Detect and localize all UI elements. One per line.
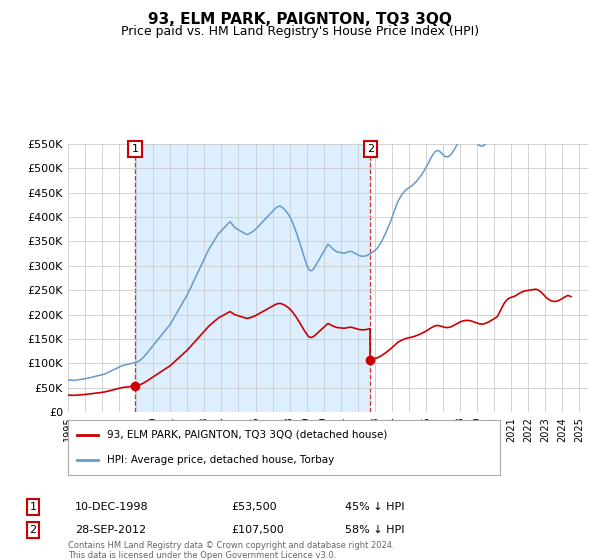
Text: 93, ELM PARK, PAIGNTON, TQ3 3QQ: 93, ELM PARK, PAIGNTON, TQ3 3QQ [148, 12, 452, 27]
Text: 93, ELM PARK, PAIGNTON, TQ3 3QQ (detached house): 93, ELM PARK, PAIGNTON, TQ3 3QQ (detache… [107, 430, 387, 440]
Text: This data is licensed under the Open Government Licence v3.0.: This data is licensed under the Open Gov… [68, 552, 337, 560]
Text: 1: 1 [131, 144, 139, 154]
Text: 58% ↓ HPI: 58% ↓ HPI [345, 525, 404, 535]
Bar [135, 144, 370, 412]
Text: £53,500: £53,500 [231, 502, 277, 512]
Text: HPI: Average price, detached house, Torbay: HPI: Average price, detached house, Torb… [107, 455, 334, 465]
Text: 28-SEP-2012: 28-SEP-2012 [75, 525, 146, 535]
Text: 2: 2 [29, 525, 37, 535]
Text: Price paid vs. HM Land Registry's House Price Index (HPI): Price paid vs. HM Land Registry's House … [121, 25, 479, 38]
Text: 45% ↓ HPI: 45% ↓ HPI [345, 502, 404, 512]
Text: Contains HM Land Registry data © Crown copyright and database right 2024.: Contains HM Land Registry data © Crown c… [68, 542, 395, 550]
Text: 2: 2 [367, 144, 374, 154]
Text: 10-DEC-1998: 10-DEC-1998 [75, 502, 149, 512]
Text: 1: 1 [29, 502, 37, 512]
Text: £107,500: £107,500 [231, 525, 284, 535]
